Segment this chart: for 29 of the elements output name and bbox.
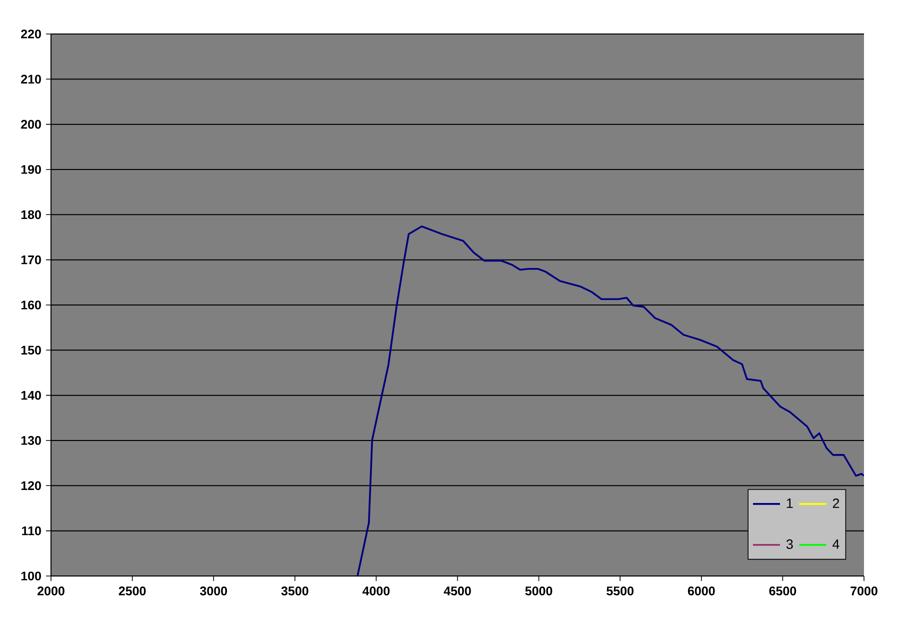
y-tick-label: 120 [21,481,41,490]
x-tick-label: 3500 [281,586,308,596]
y-tick-label: 170 [21,255,41,264]
x-tick-label: 5000 [525,586,552,596]
x-tick-label: 6000 [688,586,715,596]
legend-label: 1 [786,498,793,508]
x-tick-label: 2000 [38,586,64,596]
x-tick-label: 3000 [200,586,227,596]
y-tick-label: 110 [22,526,41,536]
legend-label: 4 [832,539,840,549]
y-tick-label: 130 [21,436,41,445]
y-tick-label: 210 [21,74,41,84]
y-tick-label: 140 [21,390,41,400]
y-tick-label: 160 [21,300,41,310]
legend-label: 2 [832,498,840,508]
line-series [356,226,864,576]
x-tick-label: 2500 [118,586,146,596]
x-tick-label: 5500 [606,586,634,596]
y-tick-label: 220 [21,30,41,38]
x-tick-label: 4000 [362,586,390,596]
y-tick-label: 150 [21,346,41,355]
y-tick-label: 190 [21,165,41,174]
x-tick-label: 6500 [769,586,796,596]
legend-label: 3 [786,539,793,549]
x-tick-label: 7000 [850,586,878,596]
y-tick-label: 200 [21,120,41,129]
y-tick-label: 100 [21,572,41,580]
y-tick-label: 180 [21,210,41,220]
x-tick-label: 4500 [444,586,471,596]
